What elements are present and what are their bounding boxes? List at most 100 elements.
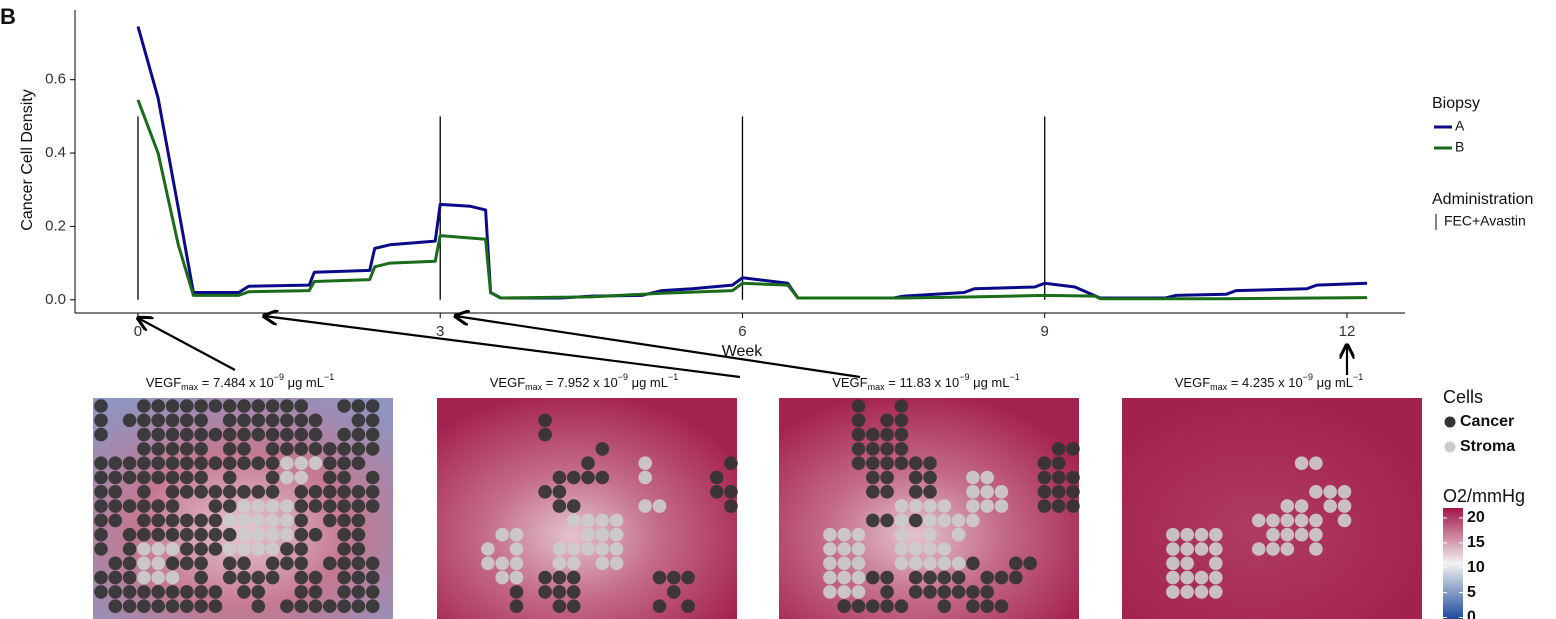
cell-dot bbox=[280, 427, 294, 442]
cell-dot bbox=[180, 556, 194, 571]
cell-dot bbox=[280, 470, 294, 485]
cell-dot bbox=[308, 499, 323, 513]
cell-dot bbox=[337, 556, 351, 571]
cell-dot bbox=[194, 527, 208, 542]
cell-dot bbox=[1209, 556, 1223, 571]
cell-dot bbox=[966, 599, 980, 613]
cell-dot bbox=[495, 570, 510, 585]
cell-dot bbox=[866, 513, 880, 528]
cell-dot bbox=[237, 542, 251, 556]
colorbar-title: O2/mmHg bbox=[1443, 486, 1525, 506]
cell-dot bbox=[165, 456, 180, 471]
cell-dot bbox=[1337, 513, 1352, 528]
cell-dot bbox=[251, 499, 266, 513]
y-tick-label: 0.4 bbox=[45, 144, 66, 161]
cell-dot bbox=[222, 527, 237, 542]
cell-dot bbox=[151, 470, 165, 485]
cell-dot bbox=[308, 485, 323, 499]
cell-dot bbox=[180, 456, 194, 471]
cell-dot bbox=[337, 585, 351, 599]
cell-dot bbox=[1309, 456, 1323, 471]
cell-dot bbox=[509, 585, 524, 599]
cell-dot bbox=[251, 427, 266, 442]
cell-dot bbox=[122, 413, 137, 428]
colorbar-tick-label: 10 bbox=[1467, 559, 1485, 576]
cell-dot bbox=[1294, 499, 1309, 513]
cell-dot bbox=[137, 427, 151, 442]
cell-dot bbox=[323, 556, 337, 571]
cell-dot bbox=[1066, 470, 1080, 485]
series-line bbox=[136, 99, 1368, 301]
cell-dot bbox=[351, 499, 366, 513]
cell-dot bbox=[137, 470, 151, 485]
legend-title: Administration bbox=[1432, 191, 1533, 208]
title-part: max bbox=[181, 382, 199, 392]
cell-dot bbox=[1037, 485, 1052, 499]
cell-dot bbox=[851, 542, 866, 556]
colorbar bbox=[1443, 508, 1463, 619]
cell-dot bbox=[908, 470, 923, 485]
cell-dot bbox=[880, 599, 894, 613]
cell-dot bbox=[581, 470, 595, 485]
cell-dot bbox=[365, 570, 380, 585]
cell-dot bbox=[851, 399, 866, 413]
cell-dot bbox=[337, 442, 351, 456]
cell-dot bbox=[538, 585, 552, 599]
cell-dot bbox=[1337, 499, 1352, 513]
cell-dot bbox=[851, 570, 866, 585]
cell-dot bbox=[337, 513, 351, 528]
cell-dot bbox=[1180, 527, 1194, 542]
cell-dot bbox=[866, 442, 880, 456]
cell-dot bbox=[194, 470, 208, 485]
cell-dot bbox=[880, 456, 894, 471]
cell-dot bbox=[323, 485, 337, 499]
cell-dot bbox=[194, 585, 208, 599]
cell-dot bbox=[1166, 556, 1180, 571]
cell-dot bbox=[823, 585, 837, 599]
cell-dot bbox=[1323, 485, 1337, 499]
cell-dot bbox=[222, 399, 237, 413]
cell-dot bbox=[951, 556, 966, 571]
cell-dot bbox=[724, 485, 738, 499]
cell-dot bbox=[165, 413, 180, 428]
cell-dot bbox=[566, 556, 581, 571]
cell-dot bbox=[837, 556, 851, 571]
cell-dot bbox=[94, 399, 108, 413]
cell-dot bbox=[308, 570, 323, 585]
cell-dot bbox=[923, 499, 937, 513]
cell-dot bbox=[365, 485, 380, 499]
cell-dot bbox=[351, 570, 366, 585]
cell-dot bbox=[294, 427, 309, 442]
cell-dot bbox=[966, 485, 980, 499]
cell-dot bbox=[365, 442, 380, 456]
cell-dot bbox=[108, 570, 123, 585]
cell-dot bbox=[851, 456, 866, 471]
cell-dot bbox=[265, 485, 280, 499]
cell-dot bbox=[294, 599, 309, 613]
cell-dot bbox=[180, 542, 194, 556]
cell-dot bbox=[894, 542, 909, 556]
title-part: max bbox=[525, 382, 543, 392]
cell-dot bbox=[566, 585, 581, 599]
cell-dot bbox=[94, 470, 108, 485]
cell-dot bbox=[151, 527, 165, 542]
title-part: = 7.484 x 10 bbox=[198, 375, 274, 390]
title-part: VEGF bbox=[832, 375, 867, 390]
cell-dot bbox=[609, 527, 624, 542]
cell-dot bbox=[923, 570, 937, 585]
cell-dot bbox=[151, 585, 165, 599]
cell-dot bbox=[994, 499, 1009, 513]
cell-dot bbox=[552, 542, 567, 556]
cell-dot bbox=[851, 527, 866, 542]
cell-dot bbox=[151, 442, 165, 456]
cell-dot bbox=[994, 570, 1009, 585]
cell-dot bbox=[308, 585, 323, 599]
cell-dot bbox=[137, 499, 151, 513]
title-part: μg mL bbox=[1313, 375, 1353, 390]
cell-dot bbox=[1194, 585, 1209, 599]
cell-dot bbox=[180, 513, 194, 528]
cell-dot bbox=[108, 456, 123, 471]
cell-dot bbox=[823, 542, 837, 556]
cell-dot bbox=[294, 399, 309, 413]
cell-dot bbox=[1051, 485, 1066, 499]
